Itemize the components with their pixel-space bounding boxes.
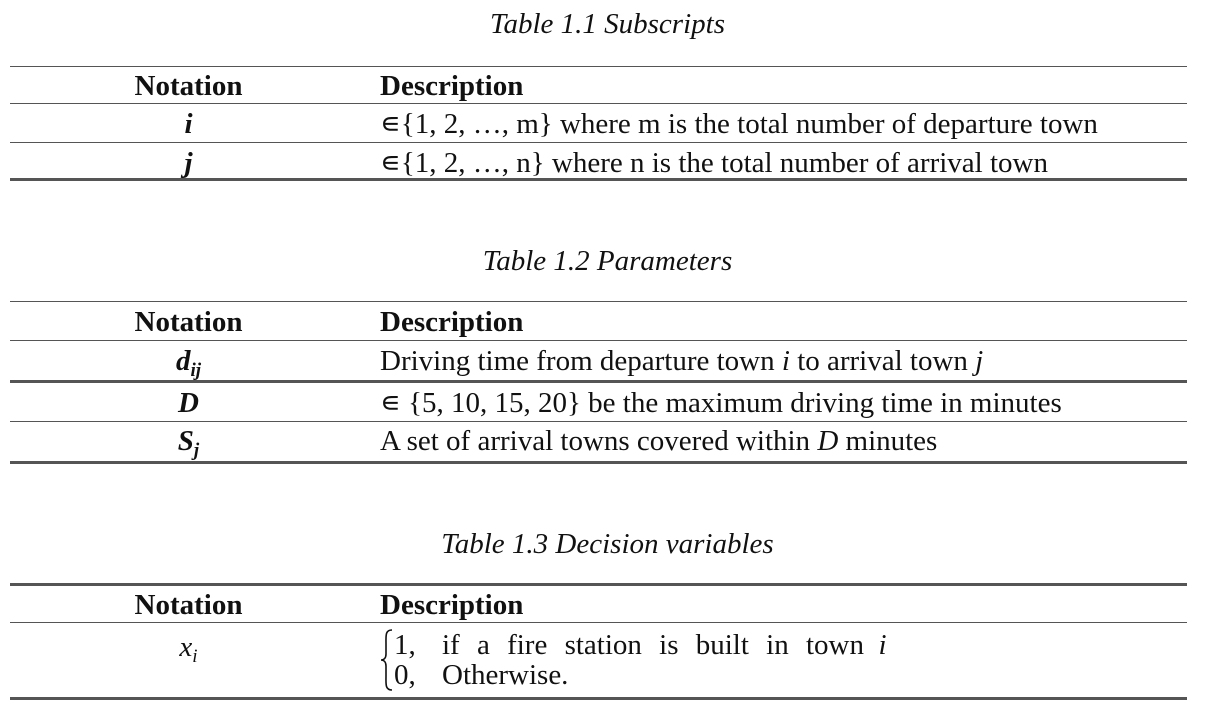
case-text: if a fire station is built in town <box>442 629 864 661</box>
table-1-3-header-notation: Notation <box>134 589 243 621</box>
table-1-2-header-description: Description <box>380 306 524 338</box>
table-1-2-row-1-notation: dij <box>10 344 367 381</box>
description-text: A set of arrival towns covered within <box>380 425 818 457</box>
table-1-2-row-2-description: ∊ {5, 10, 15, 20} be the maximum driving… <box>380 387 1062 419</box>
description-variable: D <box>817 425 839 457</box>
table-1-2-header-rule <box>10 340 1187 341</box>
notation-base: x <box>179 631 193 663</box>
description-variable: j <box>975 345 984 377</box>
table-1-3-header-rule <box>10 622 1187 623</box>
table-1-2-row-2-notation: D <box>178 387 199 419</box>
table-1-1-row-rule <box>10 142 1187 143</box>
notation-subscript: i <box>192 646 198 667</box>
table-1-1-top-rule <box>10 66 1187 67</box>
table-1-2-bottom-rule <box>10 461 1187 464</box>
table-1-3-row-1-description: 1, if a fire station is built in town i 0… <box>380 628 940 692</box>
notation-subscript: ij <box>190 360 202 381</box>
table-1-1-caption: Table 1.1 Subscripts <box>490 8 725 40</box>
table-1-1-bottom-rule <box>10 178 1187 181</box>
notation-subscript: j <box>193 440 200 461</box>
table-1-2-caption: Table 1.2 Parameters <box>482 245 733 277</box>
table-1-3-bottom-rule <box>10 697 1187 700</box>
notation-base: d <box>175 345 191 377</box>
table-1-1-header-description: Description <box>380 70 524 102</box>
table-1-2-row-rule <box>10 421 1187 422</box>
description-text: Driving time from departure town <box>380 345 782 377</box>
case-variable: i <box>878 629 887 661</box>
table-1-1-row-1-notation: i <box>184 108 193 140</box>
description-variable: i <box>781 345 790 377</box>
left-brace-icon <box>380 629 393 691</box>
table-1-3-row-1-notation: xi <box>10 630 367 667</box>
case-value: 0, <box>394 659 416 691</box>
case-value: 1, <box>394 629 416 661</box>
table-1-1-header-rule <box>10 103 1187 104</box>
case-line-built: 1, if a fire station is built in town i <box>394 630 887 660</box>
table-1-2-top-rule <box>10 301 1187 302</box>
table-1-3-header-description: Description <box>380 589 524 621</box>
table-1-1-header-notation: Notation <box>134 70 243 102</box>
table-1-3-caption: Table 1.3 Decision variables <box>441 528 774 560</box>
case-text: Otherwise. <box>442 659 569 691</box>
table-1-2-header-notation: Notation <box>134 306 243 338</box>
table-1-2-row-rule <box>10 380 1187 383</box>
table-1-1-row-2-description: ∊{1, 2, …, n} where n is the total numbe… <box>380 147 1048 179</box>
description-text: to arrival town <box>789 345 976 377</box>
table-1-2-row-3-description: A set of arrival towns covered within D … <box>380 424 937 458</box>
case-line-otherwise: 0, Otherwise. <box>394 660 568 690</box>
table-1-1-row-2-notation: j <box>184 147 193 179</box>
table-1-3-top-rule <box>10 583 1187 586</box>
table-1-1-row-1-description: ∊{1, 2, …, m} where m is the total numbe… <box>380 108 1098 140</box>
table-1-2-row-3-notation: Sj <box>10 424 367 461</box>
description-text: minutes <box>838 425 938 457</box>
notation-base: S <box>177 425 194 457</box>
table-1-2-row-1-description: Driving time from departure town i to ar… <box>380 344 983 378</box>
